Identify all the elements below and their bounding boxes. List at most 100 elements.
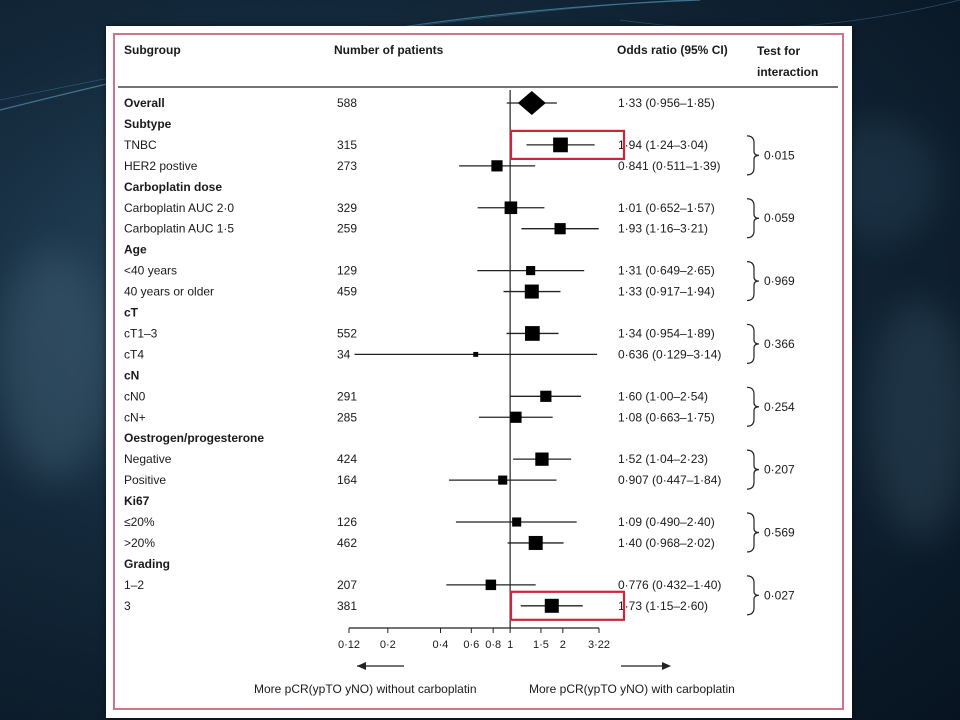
estimate-square-cn [510,411,522,423]
interaction-brace [746,135,760,176]
odds-ratio-tnbc: 1·94 (1·24–3·04) [618,138,708,152]
odds-ratio-ct4: 0·636 (0·129–3·14) [618,347,721,361]
patients-carboplatin-auc-1-5: 259 [337,222,357,236]
odds-ratio-3: 1·73 (1·15–2·60) [618,599,708,613]
row-label-grading: Grading [124,557,170,571]
overall-diamond [517,91,546,115]
odds-ratio-cn0: 1·60 (1·00–2·54) [618,389,708,403]
x-tick-label: 0·4 [433,639,449,651]
patients-20: 126 [337,515,357,529]
x-tick-label: 1·5 [533,639,549,651]
estimate-square-ct4 [473,351,479,357]
row-label-positive: Positive [124,473,166,487]
estimate-square-cn0 [540,390,552,402]
row-label-ct4: cT4 [124,347,144,361]
odds-ratio-overall: 1·33 (0·956–1·85) [618,96,715,110]
estimate-square-positive [498,475,508,485]
estimate-square-tnbc [553,137,568,153]
x-tick-label: 1 [507,639,513,651]
estimate-square-carboplatin-auc-2-0 [504,201,518,215]
patients-cn0: 291 [337,389,357,403]
estimate-square-her2-postive [491,160,503,172]
x-tick-label: 3·22 [588,639,610,651]
patients-3: 381 [337,599,357,613]
row-label-ct: cT [124,306,139,320]
figure-frame [113,33,844,710]
estimate-square-carboplatin-auc-1-5 [554,223,566,235]
row-label-20: >20% [124,536,155,550]
interaction-brace [746,386,760,427]
patients-cn: 285 [337,410,357,424]
row-label-20: ≤20% [124,515,155,529]
patients-overall: 588 [337,96,357,110]
header-odds-ratio: Odds ratio (95% CI) [617,43,728,57]
x-tick-label: 0·12 [338,639,360,651]
odds-ratio-40-years: 1·31 (0·649–2·65) [618,264,715,278]
odds-ratio-20: 1·40 (0·968–2·02) [618,536,715,550]
row-label-oestrogen-progesterone: Oestrogen/progesterone [124,431,264,445]
highlight-box [509,129,626,160]
row-label-negative: Negative [124,452,172,466]
interaction-p-value: 0·366 [764,337,795,351]
interaction-brace [746,323,760,364]
row-label-subtype: Subtype [124,117,172,131]
patients-her2-postive: 273 [337,159,357,173]
x-tick-label: 0·8 [485,639,501,651]
estimate-square-negative [535,452,549,466]
row-label-tnbc: TNBC [124,138,157,152]
x-tick-label: 0·2 [380,639,396,651]
odds-ratio-1-2: 0·776 (0·432–1·40) [618,578,721,592]
interaction-brace [746,198,760,239]
odds-ratio-40-years-or-older: 1·33 (0·917–1·94) [618,285,715,299]
interaction-p-value: 0·015 [764,148,795,162]
row-label-carboplatin-dose: Carboplatin dose [124,180,222,194]
x-axis: 0·12 0·2 0·4 0·6 0·8 1 1·5 2 3·22 [338,627,610,651]
row-label-overall: Overall [124,96,165,110]
odds-ratio-her2-postive: 0·841 (0·511–1·39) [618,159,721,173]
estimate-square-20 [512,517,522,527]
patients-ct1-3: 552 [337,326,357,340]
interaction-p-value: 0·569 [764,525,795,539]
estimate-square-1-2 [485,579,497,591]
background-texture-right [870,300,960,540]
interaction-p-value: 0·027 [764,588,795,602]
row-label-her2-postive: HER2 postive [124,159,198,173]
estimate-square-ct1-3 [525,326,540,341]
odds-ratio-cn: 1·08 (0·663–1·75) [618,410,715,424]
interaction-column: 0·015 0·059 0·969 0·366 0·254 0·207 0·569 0·027 [746,135,795,616]
row-label-cn: cN+ [124,410,146,424]
row-label-carboplatin-auc-2-0: Carboplatin AUC 2·0 [124,201,234,215]
header-patients: Number of patients [334,43,444,57]
row-label-cn0: cN0 [124,389,146,403]
odds-ratio-negative: 1·52 (1·04–2·23) [618,452,708,466]
interaction-p-value: 0·254 [764,400,795,414]
estimate-square-40-years [526,266,536,276]
patients-positive: 164 [337,473,357,487]
estimate-square-40-years-or-older [524,284,539,299]
patients-40-years-or-older: 459 [337,285,357,299]
footer-left-label: More pCR(ypTO yNO) without carboplatin [254,682,477,696]
figure-panel [106,26,852,718]
x-tick-label: 2 [560,639,566,651]
header-interaction-line1: Test for [757,44,800,58]
highlight-box [509,590,626,621]
x-tick-label: 0·6 [463,639,479,651]
highlight-boxes [509,129,626,621]
footer-right-label: More pCR(ypTO yNO) with carboplatin [529,682,735,696]
patients-20: 462 [337,536,357,550]
patients-40-years: 129 [337,264,357,278]
header-subgroup: Subgroup [124,43,181,57]
odds-ratio-positive: 0·907 (0·447–1·84) [618,473,721,487]
odds-ratio-ct1-3: 1·34 (0·954–1·89) [618,326,715,340]
row-label-1-2: 1–2 [124,578,144,592]
interaction-p-value: 0·059 [764,211,795,225]
left-arrow-icon [357,662,366,670]
row-label-ct1-3: cT1–3 [124,326,158,340]
patients-ct4: 34 [337,347,351,361]
header-interaction-line2: interaction [757,65,818,79]
interaction-brace [746,449,760,490]
row-label-ki67: Ki67 [124,494,150,508]
row-label-3: 3 [124,599,131,613]
plot-area [354,90,599,628]
